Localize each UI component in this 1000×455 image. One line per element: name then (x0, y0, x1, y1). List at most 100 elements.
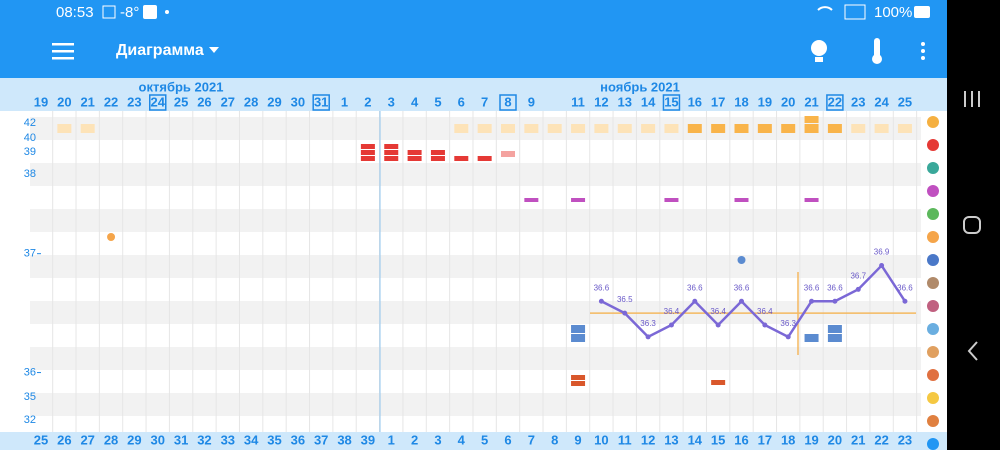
row-stripe (30, 301, 921, 324)
app-title[interactable]: Диаграмма (116, 42, 204, 59)
status-battery-icon (914, 6, 930, 18)
date-label: 31 (314, 94, 328, 109)
cycle-day-label: 8 (551, 432, 558, 447)
date-label: 13 (618, 94, 632, 109)
temperature-label: 36.6 (734, 283, 750, 292)
temperature-label: 36.6 (687, 283, 703, 292)
nav-home[interactable] (963, 216, 981, 234)
cycle-day-label: 7 (528, 432, 535, 447)
cycle-day-label: 11 (618, 432, 632, 447)
date-box (499, 94, 517, 111)
event-marker (57, 124, 72, 133)
scale-label: 32 (24, 414, 36, 426)
event-marker (477, 124, 492, 133)
sidebar-icon (927, 415, 939, 427)
nav-bar (947, 0, 1000, 450)
event-marker (804, 198, 819, 202)
cycle-day-label: 31 (174, 432, 188, 447)
more-button[interactable] (921, 42, 925, 60)
date-label: 25 (174, 94, 188, 109)
event-marker (804, 116, 819, 123)
date-label: 15 (664, 94, 678, 109)
cycle-day-label: 32 (197, 432, 211, 447)
date-label: 8 (504, 94, 511, 109)
event-marker (384, 150, 399, 155)
cycle-footer (0, 432, 947, 450)
event-marker (827, 325, 842, 333)
sidebar-icon (927, 346, 939, 358)
cycle-day-label: 2 (411, 432, 418, 447)
event-marker (571, 124, 586, 133)
status-signal (844, 4, 866, 20)
date-box (826, 94, 844, 111)
cycle-day-label: 20 (828, 432, 842, 447)
scale-label: 40 (24, 132, 36, 144)
hint-button[interactable] (811, 40, 827, 62)
date-label: 19 (34, 94, 48, 109)
app-bar (0, 25, 947, 78)
date-label: 1 (341, 94, 348, 109)
sidebar-icon (927, 277, 939, 289)
event-marker (874, 124, 889, 133)
temperature-label: 36.7 (850, 271, 866, 280)
nav-recent[interactable] (964, 91, 980, 107)
temperature-label: 36.4 (664, 307, 680, 316)
menu-line (52, 50, 74, 53)
temperature-point (692, 298, 698, 304)
date-label: 20 (781, 94, 795, 109)
cycle-day-label: 26 (57, 432, 71, 447)
nav-line (978, 91, 980, 107)
thermometer-button[interactable] (872, 38, 882, 64)
event-marker (617, 124, 632, 133)
sidebar-icon (927, 208, 939, 220)
event-marker (80, 124, 95, 133)
nav-back[interactable] (967, 341, 978, 361)
date-label: 25 (898, 94, 912, 109)
month-label: октябрь 2021 (139, 79, 224, 94)
date-label: 22 (828, 94, 842, 109)
dropdown-arrow[interactable] (209, 47, 219, 53)
cycle-day-label: 18 (781, 432, 795, 447)
event-marker (524, 198, 539, 202)
status-temp: -8° (120, 4, 139, 21)
event-marker (897, 124, 912, 133)
event-marker (571, 198, 586, 202)
menu-button[interactable] (52, 43, 74, 60)
date-box (312, 94, 330, 111)
date-label: 2 (364, 94, 371, 109)
row-stripe (30, 209, 921, 232)
scale-label: 39 (24, 146, 36, 158)
temperature-point (832, 298, 838, 304)
temperature-point (622, 310, 628, 316)
temperature-label: 36.3 (640, 319, 656, 328)
cycle-day-label: 39 (361, 432, 375, 447)
date-box (662, 94, 681, 111)
bulb (811, 40, 827, 56)
temperature-point (598, 298, 604, 304)
event-marker (384, 144, 399, 149)
cycle-day-label: 35 (267, 432, 281, 447)
temperature-point (879, 263, 885, 269)
temperature-label: 36.9 (874, 248, 890, 257)
dot (921, 56, 925, 60)
event-marker (430, 156, 445, 161)
status-icon (102, 5, 116, 19)
event-dot (737, 256, 746, 264)
event-marker (641, 124, 656, 133)
cycle-day-label: 16 (734, 432, 748, 447)
temperature-point (785, 334, 791, 340)
date-label: 3 (388, 94, 395, 109)
date-label: 24 (151, 94, 166, 109)
row-stripe (30, 347, 921, 370)
sidebar-icon (927, 116, 939, 128)
nav-line (964, 91, 966, 107)
temperature-point (668, 322, 674, 328)
date-label: 21 (80, 94, 94, 109)
cycle-day-label: 17 (758, 432, 772, 447)
cycle-day-label: 34 (244, 432, 259, 447)
cycle-day-label: 30 (151, 432, 165, 447)
event-marker (757, 124, 772, 133)
thermo-bulb (872, 54, 882, 64)
date-label: 18 (734, 94, 748, 109)
date-box (149, 94, 167, 111)
